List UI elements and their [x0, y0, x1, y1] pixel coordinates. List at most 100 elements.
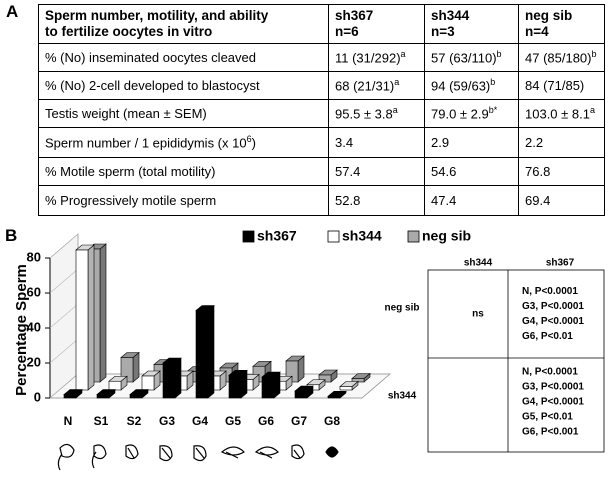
cell-text: 69.4 [525, 193, 551, 208]
grid-line [49, 303, 79, 329]
table-row: % Motile sperm (total motility) 57.4 54.6 7… [38, 157, 605, 186]
bar [339, 386, 353, 391]
panel-label: A [6, 2, 19, 21]
x-tick-label: G3 [159, 414, 175, 428]
table-cell: 95.5 ± 3.8a [328, 99, 425, 128]
x-tick-label: N [64, 414, 73, 428]
stats-box [427, 269, 605, 453]
x-tick-label: G7 [291, 414, 307, 428]
cell-text: 57.4 [335, 164, 361, 179]
header-text: n=6 [335, 24, 359, 39]
cell-text: 54.6 [431, 164, 457, 179]
header-row: Sperm number, motility, and ability to fe… [38, 4, 605, 44]
cell-text: 3.4 [335, 135, 354, 150]
legend-label: neg sib [422, 228, 471, 244]
panel-label: B [5, 226, 18, 245]
legend-swatch [407, 230, 420, 243]
superscript: b [591, 49, 597, 60]
header-cell: sh344 n=3 [424, 4, 519, 44]
header-text: Sperm number, motility, and ability [45, 8, 269, 23]
y-tick-label: 80 [27, 249, 41, 264]
grid-line [49, 233, 79, 259]
cell-text: 2.9 [431, 135, 450, 150]
grid-line [49, 338, 79, 364]
cell-text: Testis weight (mean ± SEM) [45, 106, 207, 121]
cell-text: 84 (71/85) [525, 78, 585, 93]
stats-text: N, P<0.0001 [522, 367, 578, 378]
x-tick-label: S1 [94, 414, 109, 428]
bar-side [87, 244, 95, 391]
bar [129, 394, 143, 399]
cell-text: ) [251, 135, 256, 151]
stats-text: G4, P<0.0001 [522, 316, 584, 327]
bar [75, 249, 89, 391]
data-table: Sperm number, motility, and ability to fe… [38, 4, 605, 216]
stats-text: G3, P<0.0001 [522, 382, 584, 393]
legend-label: sh367 [257, 228, 297, 244]
bar-side [99, 243, 107, 383]
bar [228, 374, 242, 399]
table-cell: 79.0 ± 2.9b* [424, 99, 519, 128]
stats-column-header: sh367 [546, 258, 575, 269]
bar-side [207, 304, 215, 399]
x-tick-label: G8 [324, 414, 340, 428]
table-row: Sperm number / 1 epididymis (x 106) 3.4 2.… [38, 127, 605, 158]
x-tick-label: G6 [258, 414, 274, 428]
y-tick-label: 40 [27, 319, 41, 334]
table-cell: 68 (21/31)a [328, 71, 425, 100]
legend-swatch [242, 230, 255, 243]
cell-text: % (No) inseminated oocytes cleaved [45, 50, 256, 65]
bar [261, 376, 275, 399]
table-cell: 57.4 [328, 157, 425, 186]
cell-text: % Progressively motile sperm [45, 193, 217, 208]
stats-text: G4, P<0.0001 [522, 397, 584, 408]
x-tick-label: S2 [127, 414, 142, 428]
stats-text: G6, P<0.01 [522, 331, 573, 342]
cell-text: 52.8 [335, 193, 361, 208]
header-text: neg sib [525, 8, 573, 23]
superscript: b* [488, 105, 498, 116]
y-tick-label: 60 [27, 284, 41, 299]
y-tick-label: 0 [34, 389, 41, 404]
cell-text: 76.8 [525, 164, 551, 179]
grid-line [49, 373, 79, 399]
superscript: a [394, 77, 400, 88]
cell-text: % (No) 2-cell developed to blastocyst [45, 78, 260, 93]
stats-text: G6, P<0.001 [522, 427, 579, 438]
bar [327, 395, 341, 399]
superscript: b [496, 49, 502, 60]
table-cell: Testis weight (mean ± SEM) [38, 99, 329, 128]
table-cell: 76.8 [518, 157, 605, 186]
table-cell: 69.4 [518, 185, 605, 216]
stats-text: ns [472, 309, 484, 320]
cell-text: 68 (21/31) [335, 78, 395, 94]
cell-text: Sperm number / 1 epididymis (x 10 [45, 135, 247, 151]
bar [141, 375, 155, 391]
header-text: to fertilize oocytes in vitro [45, 24, 213, 39]
x-tick-label: G4 [192, 414, 208, 428]
header-cell: neg sib n=4 [518, 4, 605, 44]
superscript: a [392, 105, 398, 116]
cell-text: 95.5 ± 3.8 [335, 106, 393, 122]
cell-text: 47.4 [431, 193, 457, 208]
stats-row-label: sh344 [388, 391, 417, 402]
stats-column-header: sh344 [464, 258, 493, 269]
header-text: sh367 [335, 8, 374, 23]
cell-text: 57 (63/110) [431, 50, 497, 66]
header-cell: Sperm number, motility, and ability to fe… [38, 4, 329, 44]
table-cell: 84 (71/85) [518, 71, 605, 100]
y-tick-label: 20 [27, 354, 41, 369]
table-cell: 2.2 [518, 127, 605, 158]
bar [162, 362, 176, 399]
table-row: % Progressively motile sperm 52.8 47.4 69.4 [38, 185, 605, 216]
cell-text: 79.0 ± 2.9 [431, 106, 489, 122]
superscript: b [490, 77, 496, 88]
bar [63, 394, 77, 399]
table-row: % (No) inseminated oocytes cleaved 11 (31… [38, 43, 605, 72]
x-tick-label: G5 [225, 414, 241, 428]
bar [195, 310, 209, 399]
superscript: a [589, 105, 595, 116]
table-cell: 47.4 [424, 185, 519, 216]
